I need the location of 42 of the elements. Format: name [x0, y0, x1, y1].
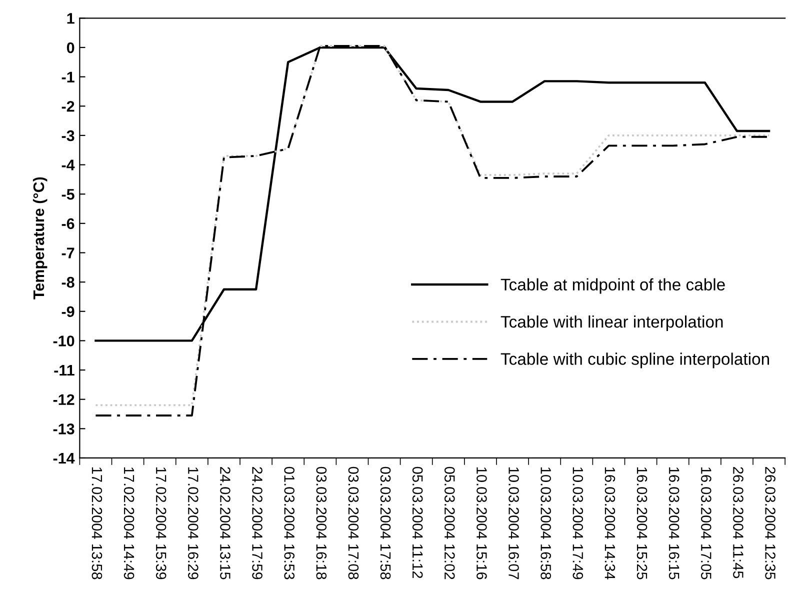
x-tick-label: 17.02.2004 15:39 — [156, 467, 166, 580]
x-tick-label: 24.02.2004 13:15 — [220, 467, 230, 580]
x-tick-label: 10.03.2004 16:07 — [508, 467, 519, 580]
x-tick-label: 01.03.2004 16:53 — [284, 466, 295, 580]
x-tick-label: 16.03.2004 16:15 — [668, 467, 680, 580]
x-tick-label: 16.03.2004 17:05 — [700, 467, 712, 580]
x-tick-label: 17.02.2004 14:49 — [124, 467, 134, 580]
x-tick-label: 26.03.2004 12:35 — [765, 467, 776, 580]
x-tick-label: 03.03.2004 17:58 — [380, 466, 391, 580]
legend-label: Tcable at midpoint of the cable — [500, 278, 725, 294]
y-tick-label: -6 — [62, 218, 74, 230]
x-tick-label: 17.02.2004 13:58 — [92, 467, 102, 580]
x-tick-label: 03.03.2004 17:08 — [348, 466, 359, 580]
x-tick-label: 24.02.2004 17:59 — [252, 467, 262, 580]
y-tick-label: -12 — [53, 394, 74, 405]
y-tick-label: 0 — [66, 42, 74, 54]
y-tick-label: -3 — [62, 130, 74, 142]
y-tick-label: -11 — [54, 365, 74, 376]
y-tick-label: -4 — [62, 160, 75, 170]
y-tick-label: -5 — [62, 189, 74, 200]
legend-label: Tcable with linear interpolation — [500, 315, 723, 332]
x-tick-label: 10.03.2004 15:16 — [476, 467, 487, 580]
y-tick-label: 1 — [67, 13, 74, 24]
y-tick-label: -9 — [62, 306, 74, 318]
y-tick-label: -8 — [62, 276, 74, 288]
legend-label: Tcable with cubic spline interpolation — [500, 352, 769, 368]
x-tick-label: 05.03.2004 11:12 — [412, 466, 423, 578]
x-tick-label: 26.03.2004 11:45 — [733, 467, 744, 578]
x-tick-label: 03.03.2004 16:18 — [316, 466, 327, 580]
y-tick-label: -13 — [53, 424, 74, 434]
x-tick-label: 10.03.2004 17:49 — [572, 467, 584, 580]
y-tick-label: -10 — [53, 336, 74, 346]
y-tick-label: -14 — [53, 453, 75, 464]
y-tick-label: -7 — [62, 248, 74, 258]
x-tick-label: 17.02.2004 16:29 — [188, 467, 198, 580]
y-tick-label: -2 — [62, 100, 74, 112]
y-axis-title: Temperature (°C) — [32, 177, 48, 300]
x-tick-label: 16.03.2004 14:34 — [604, 467, 616, 580]
y-tick-label: -1 — [62, 72, 74, 82]
x-tick-label: 16.03.2004 15:25 — [636, 467, 648, 580]
x-tick-label: 10.03.2004 16:58 — [540, 467, 551, 580]
x-tick-label: 05.03.2004 12:02 — [444, 466, 455, 580]
